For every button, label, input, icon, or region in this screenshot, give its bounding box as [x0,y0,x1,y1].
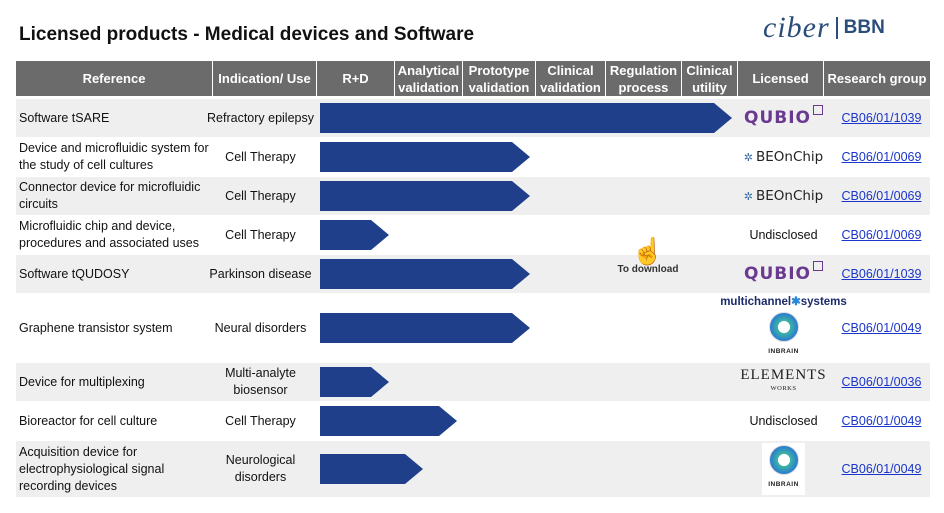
research-group-cell: CB06/01/0036 [834,363,929,401]
qubio-logo: QUBIO [744,105,823,127]
hand-click-icon: ☝ [631,236,665,266]
research-group-link[interactable]: CB06/01/0049 [841,413,922,428]
header-licensed: Licensed [738,61,824,96]
logo-ciber: ciber [763,11,830,44]
research-group-cell: CB06/01/0069 [834,177,929,215]
header-reference: Reference [16,61,213,96]
licensed-cell: ✲ BEOnChip [736,177,831,215]
licensed-cell: multichannel✱ systems INBRAIN [720,294,847,362]
table-row: Device for multiplexing Multi-analyte bio… [16,363,930,401]
research-group-link[interactable]: CB06/01/0049 [841,320,922,335]
research-group-cell: CB06/01/1039 [834,255,929,293]
licensed-cell: Undisclosed [749,227,818,242]
elements-logo: ELEMENTS WORKS [740,367,827,393]
row-indication: Parkinson disease [209,266,312,281]
header-indication: Indication/ Use [213,61,317,96]
beonchip-logo: ✲ BEOnChip [743,187,824,204]
table-row: Graphene transistor system Neural disord… [16,294,930,362]
download-button[interactable]: ☝ To download [612,238,684,275]
research-group-link[interactable]: CB06/01/0069 [841,149,922,164]
row-indication: Multi-analyte biosensor [225,366,296,397]
research-group-link[interactable]: CB06/01/0036 [841,374,922,389]
research-group-cell: CB06/01/0049 [834,402,929,440]
licensed-cell: ✲ BEOnChip [736,138,831,176]
research-group-cell: CB06/01/0049 [834,294,929,362]
research-group-cell: CB06/01/0069 [834,216,929,254]
row-reference: Device and microfluidic system for the s… [19,141,209,172]
table-row: Acquisition device for electrophysiologi… [16,441,930,497]
table-row: Software tQUDOSY Parkinson disease QUBIO… [16,255,930,293]
download-label: To download [617,264,679,275]
research-group-link[interactable]: CB06/01/0069 [841,188,922,203]
research-group-cell: CB06/01/0069 [834,138,929,176]
table-row: Connector device for microfluidic circui… [16,177,930,215]
research-group-link[interactable]: CB06/01/1039 [841,266,922,281]
multichannel-systems-logo: multichannel✱ systems [720,295,847,308]
table-row: Device and microfluidic system for the s… [16,138,930,176]
research-group-link[interactable]: CB06/01/1039 [841,110,922,125]
row-reference: Bioreactor for cell culture [19,413,158,428]
licensed-cell: QUBIO [736,99,831,137]
table-row: Bioreactor for cell culture Cell Therapy… [16,402,930,440]
row-reference: Connector device for microfluidic circui… [19,180,201,211]
qubio-logo: QUBIO [744,261,823,283]
logo-separator [835,17,838,39]
row-reference: Graphene transistor system [19,320,173,335]
row-reference: Software tQUDOSY [19,266,130,281]
licensed-cell: ELEMENTS WORKS [736,363,831,401]
row-indication: Refractory epilepsy [207,110,314,125]
research-group-link[interactable]: CB06/01/0049 [841,461,922,476]
row-indication: Cell Therapy [225,188,296,203]
beonchip-logo: ✲ BEOnChip [743,148,824,165]
row-indication: Neurological disorders [225,453,296,484]
row-indication: Cell Therapy [225,149,296,164]
row-reference: Device for multiplexing [19,374,145,389]
row-indication: Cell Therapy [225,413,296,428]
header-prototype: Prototype validation [463,61,536,96]
research-group-cell: CB06/01/0049 [834,441,929,497]
table-row: Software tSARE Refractory epilepsy QUBIO… [16,99,930,137]
header-research-group: Research group [824,61,930,96]
header-rd: R+D [317,61,395,96]
research-group-cell: CB06/01/1039 [834,99,929,137]
header-regulation: Regulation process [606,61,682,96]
row-reference: Microfluidic chip and device, procedures… [19,219,199,250]
logo-bbn: BBN [843,17,885,38]
research-group-link[interactable]: CB06/01/0069 [841,227,922,242]
row-reference: Acquisition device for electrophysiologi… [19,444,165,493]
inbrain-logo: INBRAIN [762,443,805,495]
header-clinical-utility: Clinical utility [682,61,738,96]
row-reference: Software tSARE [19,110,110,125]
licensed-cell: Undisclosed [749,413,818,428]
ciber-bbn-logo: ciber BBN [763,11,885,44]
header-analytical: Analytical validation [395,61,463,96]
header-clinical-validation: Clinical validation [536,61,606,96]
inbrain-logo: INBRAIN [768,311,799,360]
licensed-cell: INBRAIN [736,441,831,497]
page-title: Licensed products - Medical devices and … [19,24,475,45]
row-indication: Cell Therapy [225,227,296,242]
table-row: Microfluidic chip and device, procedures… [16,216,930,254]
row-indication: Neural disorders [214,320,307,335]
licensed-cell: QUBIO [736,255,831,293]
